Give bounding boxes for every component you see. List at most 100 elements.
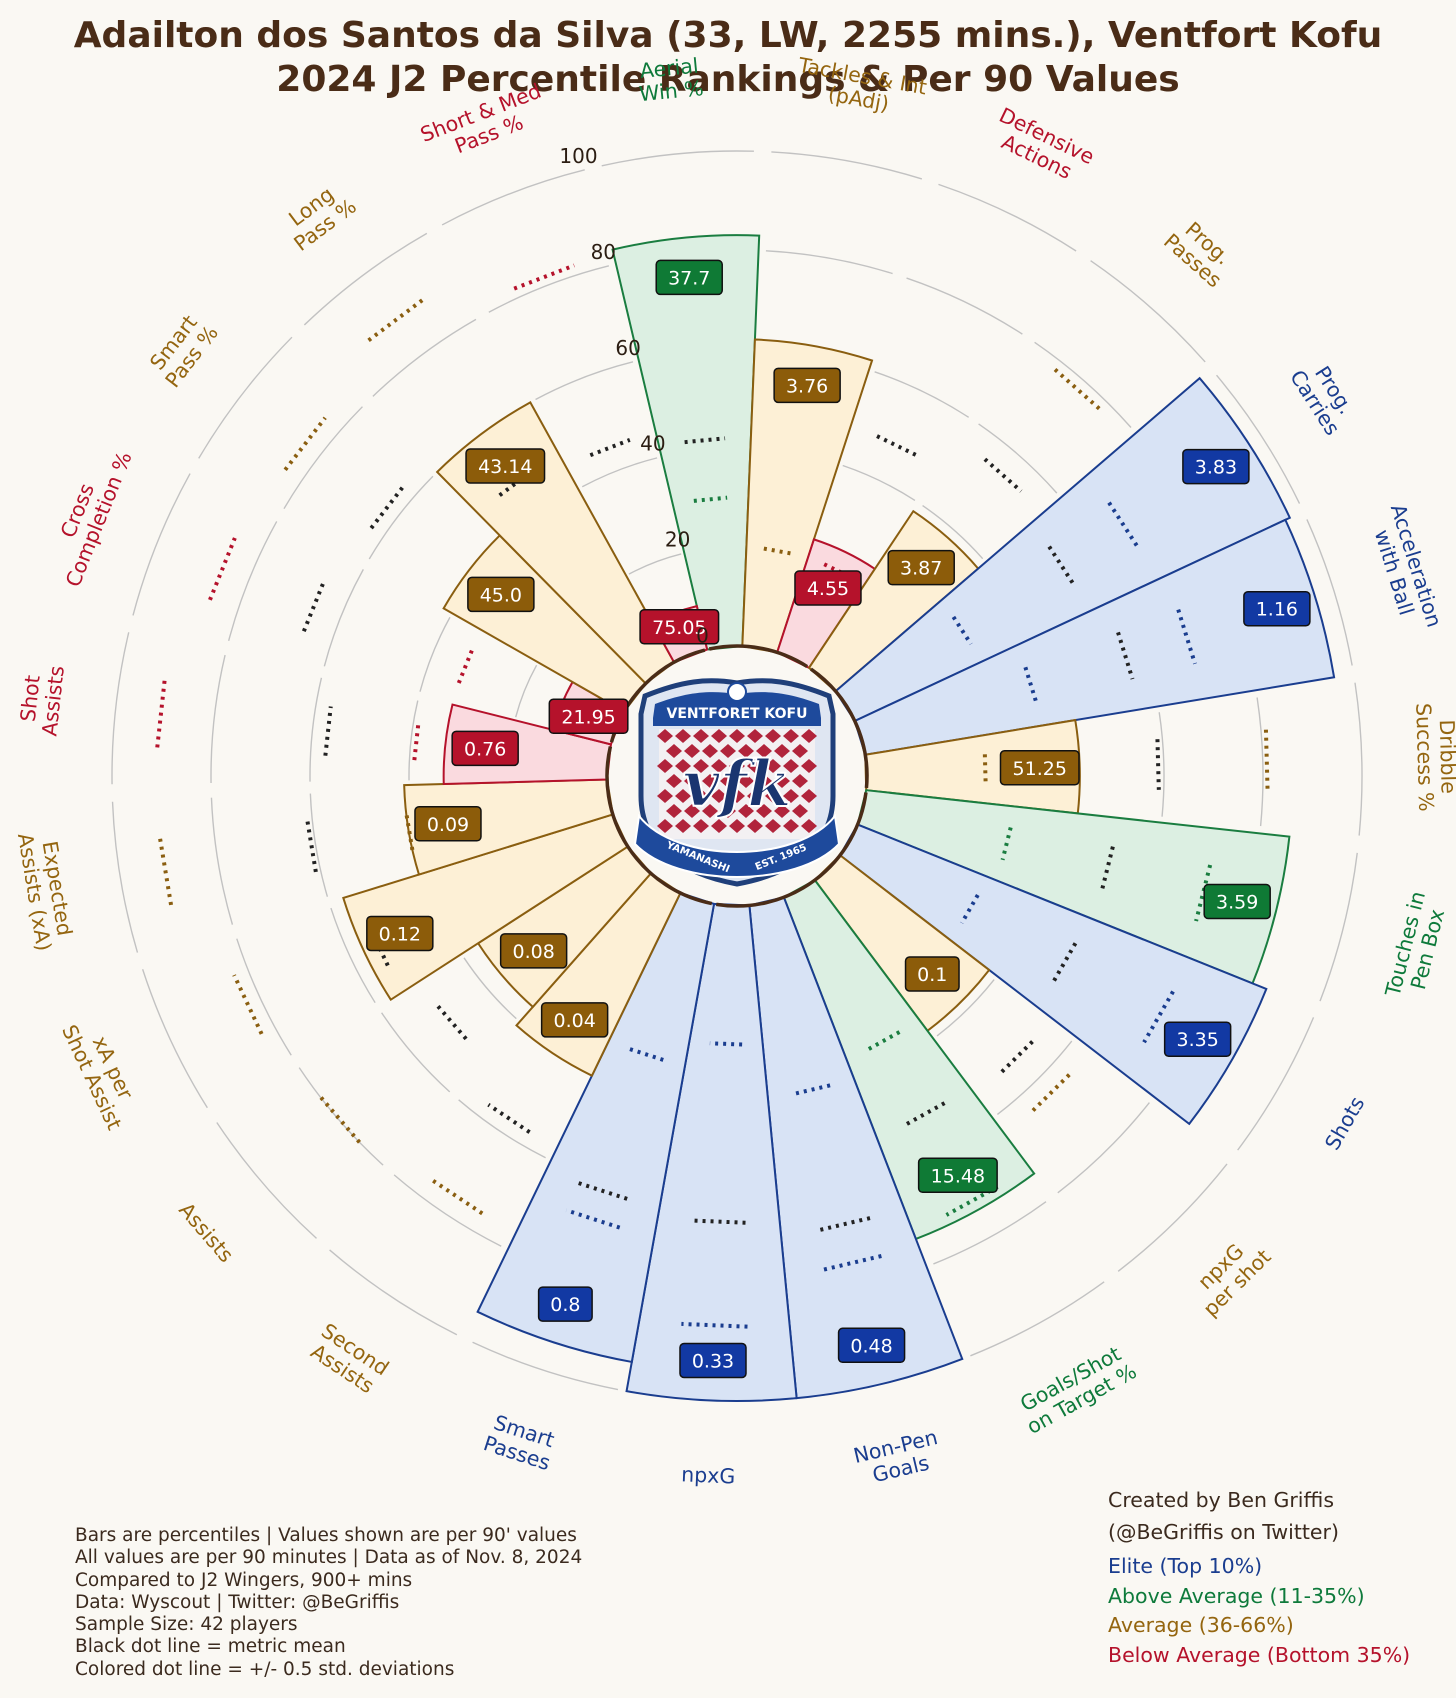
grid-arc xyxy=(303,232,428,326)
value-badge: 0.76 xyxy=(451,730,519,767)
value-badge-box xyxy=(1203,883,1271,920)
grid-arc xyxy=(1306,519,1353,666)
value-badge-box xyxy=(1243,590,1311,627)
value-badge-box xyxy=(548,698,629,735)
grid-arc xyxy=(393,1174,502,1247)
std-dot-line xyxy=(1142,990,1175,1044)
value-badge: 0.48 xyxy=(837,1327,906,1364)
grid-arc xyxy=(111,632,130,785)
metric-label-line: Shots xyxy=(1320,1092,1369,1154)
metric-label-line: Assists xyxy=(174,1198,238,1267)
grid-arc xyxy=(933,1201,1047,1265)
value-label: 45.0 xyxy=(480,584,522,606)
metric-label: npxGper shot xyxy=(1182,1228,1275,1321)
mean-dot-line xyxy=(815,1216,871,1233)
grid-arc xyxy=(329,1249,458,1336)
value-label: 4.55 xyxy=(807,578,849,600)
value-badge: 0.1 xyxy=(904,956,960,992)
radial-tick-label: 40 xyxy=(640,432,665,456)
mean-dot-line xyxy=(589,438,631,458)
value-badge-box xyxy=(639,609,720,645)
grid-arc xyxy=(874,371,970,418)
value-badge-box xyxy=(499,933,568,969)
grid-arc xyxy=(936,979,995,1037)
metric-label: Non-PenGoals xyxy=(851,1425,945,1490)
value-badge-box xyxy=(999,750,1080,786)
metric-label: Prog.Passes xyxy=(1159,212,1242,293)
chart-title-line2: 2024 J2 Percentile Rankings & Per 90 Val… xyxy=(276,59,1180,100)
grid-arc xyxy=(906,277,1023,335)
std-dot-line xyxy=(960,894,980,925)
std-dot-line xyxy=(681,1321,748,1329)
chart-title: Adailton dos Santos da Silva (33, LW, 22… xyxy=(0,14,1456,102)
grid-arc xyxy=(842,464,916,502)
footnote-line: Data: Wyscout | Twitter: @BeGriffis xyxy=(75,1591,400,1613)
value-badge: 0.04 xyxy=(540,1002,609,1038)
value-badge-box xyxy=(537,1286,593,1322)
metric-label: Goals/Shoton Target % xyxy=(1012,1339,1141,1439)
grid-arc xyxy=(472,1341,619,1391)
grid-arc xyxy=(1237,1017,1315,1151)
value-badge: 0.09 xyxy=(414,806,482,842)
value-badge-box xyxy=(655,259,723,296)
value-badge: 15.48 xyxy=(917,1157,998,1194)
value-label: 3.87 xyxy=(900,558,942,580)
radial-tick-label: 60 xyxy=(615,336,640,360)
grid-arc xyxy=(628,553,682,575)
grid-arc xyxy=(1158,712,1165,817)
footnote-line: All values are per 90 minutes | Data as … xyxy=(75,1547,583,1569)
grid-arc xyxy=(970,1281,1105,1357)
value-label: 0.09 xyxy=(427,814,469,836)
grid-arc xyxy=(419,616,451,692)
value-badge-box xyxy=(465,448,546,484)
grid-arc xyxy=(1117,1163,1228,1272)
value-label: 0.76 xyxy=(464,738,506,760)
value-badge: 43.14 xyxy=(465,448,546,484)
grid-arc xyxy=(381,1012,451,1093)
footnote-line: Bars are percentiles | Values shown are … xyxy=(75,1525,577,1546)
value-label: 0.12 xyxy=(379,924,421,946)
value-badge-box xyxy=(467,576,535,613)
std-dot-line xyxy=(412,721,421,761)
value-badge: 3.87 xyxy=(887,549,955,586)
std-dot-line xyxy=(1176,609,1197,665)
value-badge-box xyxy=(414,806,482,842)
value-badge: 3.35 xyxy=(1163,1021,1232,1057)
grid-arc xyxy=(581,457,658,488)
metric-label: Short & MedPass % xyxy=(417,79,553,169)
value-badge: 4.55 xyxy=(794,570,862,606)
mean-dot-line xyxy=(1116,631,1135,680)
radial-tick-label: 20 xyxy=(665,528,690,552)
radial-tick-label: 100 xyxy=(559,144,597,168)
grid-arc xyxy=(309,677,323,782)
metric-label: DribbleSuccess % xyxy=(1411,702,1456,812)
std-dot-line xyxy=(1194,864,1213,922)
credit: Created by Ben Griffis (@BeGriffis on Tw… xyxy=(1108,1484,1339,1548)
value-badge: 0.12 xyxy=(366,915,434,952)
mean-dot-line xyxy=(684,436,726,445)
std-dot-line xyxy=(791,1083,831,1097)
value-badge: 45.0 xyxy=(467,576,535,613)
std-dot-line xyxy=(951,615,973,646)
metric-label-line: Assists xyxy=(37,665,69,738)
mean-dot-line xyxy=(487,1103,531,1134)
footnotes: Bars are percentiles | Values shown are … xyxy=(75,1525,582,1681)
value-badge-box xyxy=(451,730,519,767)
metric-label: SmartPasses xyxy=(481,1409,561,1475)
radial-tick-label: 80 xyxy=(591,240,616,264)
mean-dot-line xyxy=(301,579,327,633)
metric-label: DefensiveActions xyxy=(985,103,1098,190)
metric-label-line: Success % xyxy=(1411,703,1438,812)
value-badge-box xyxy=(540,1002,609,1038)
metric-label-line: Aerial xyxy=(639,53,700,82)
metric-label: SmartPass % xyxy=(142,307,223,392)
metric-label: npxG xyxy=(681,1462,736,1488)
std-dot-line xyxy=(456,649,474,684)
grid-arc xyxy=(1034,341,1132,428)
percentile-bar xyxy=(741,338,874,654)
mean-dot-line xyxy=(876,434,918,458)
std-dot-line xyxy=(1029,1073,1071,1114)
footnote-line: Sample Size: 42 players xyxy=(75,1614,298,1636)
grid-arc xyxy=(111,801,139,953)
